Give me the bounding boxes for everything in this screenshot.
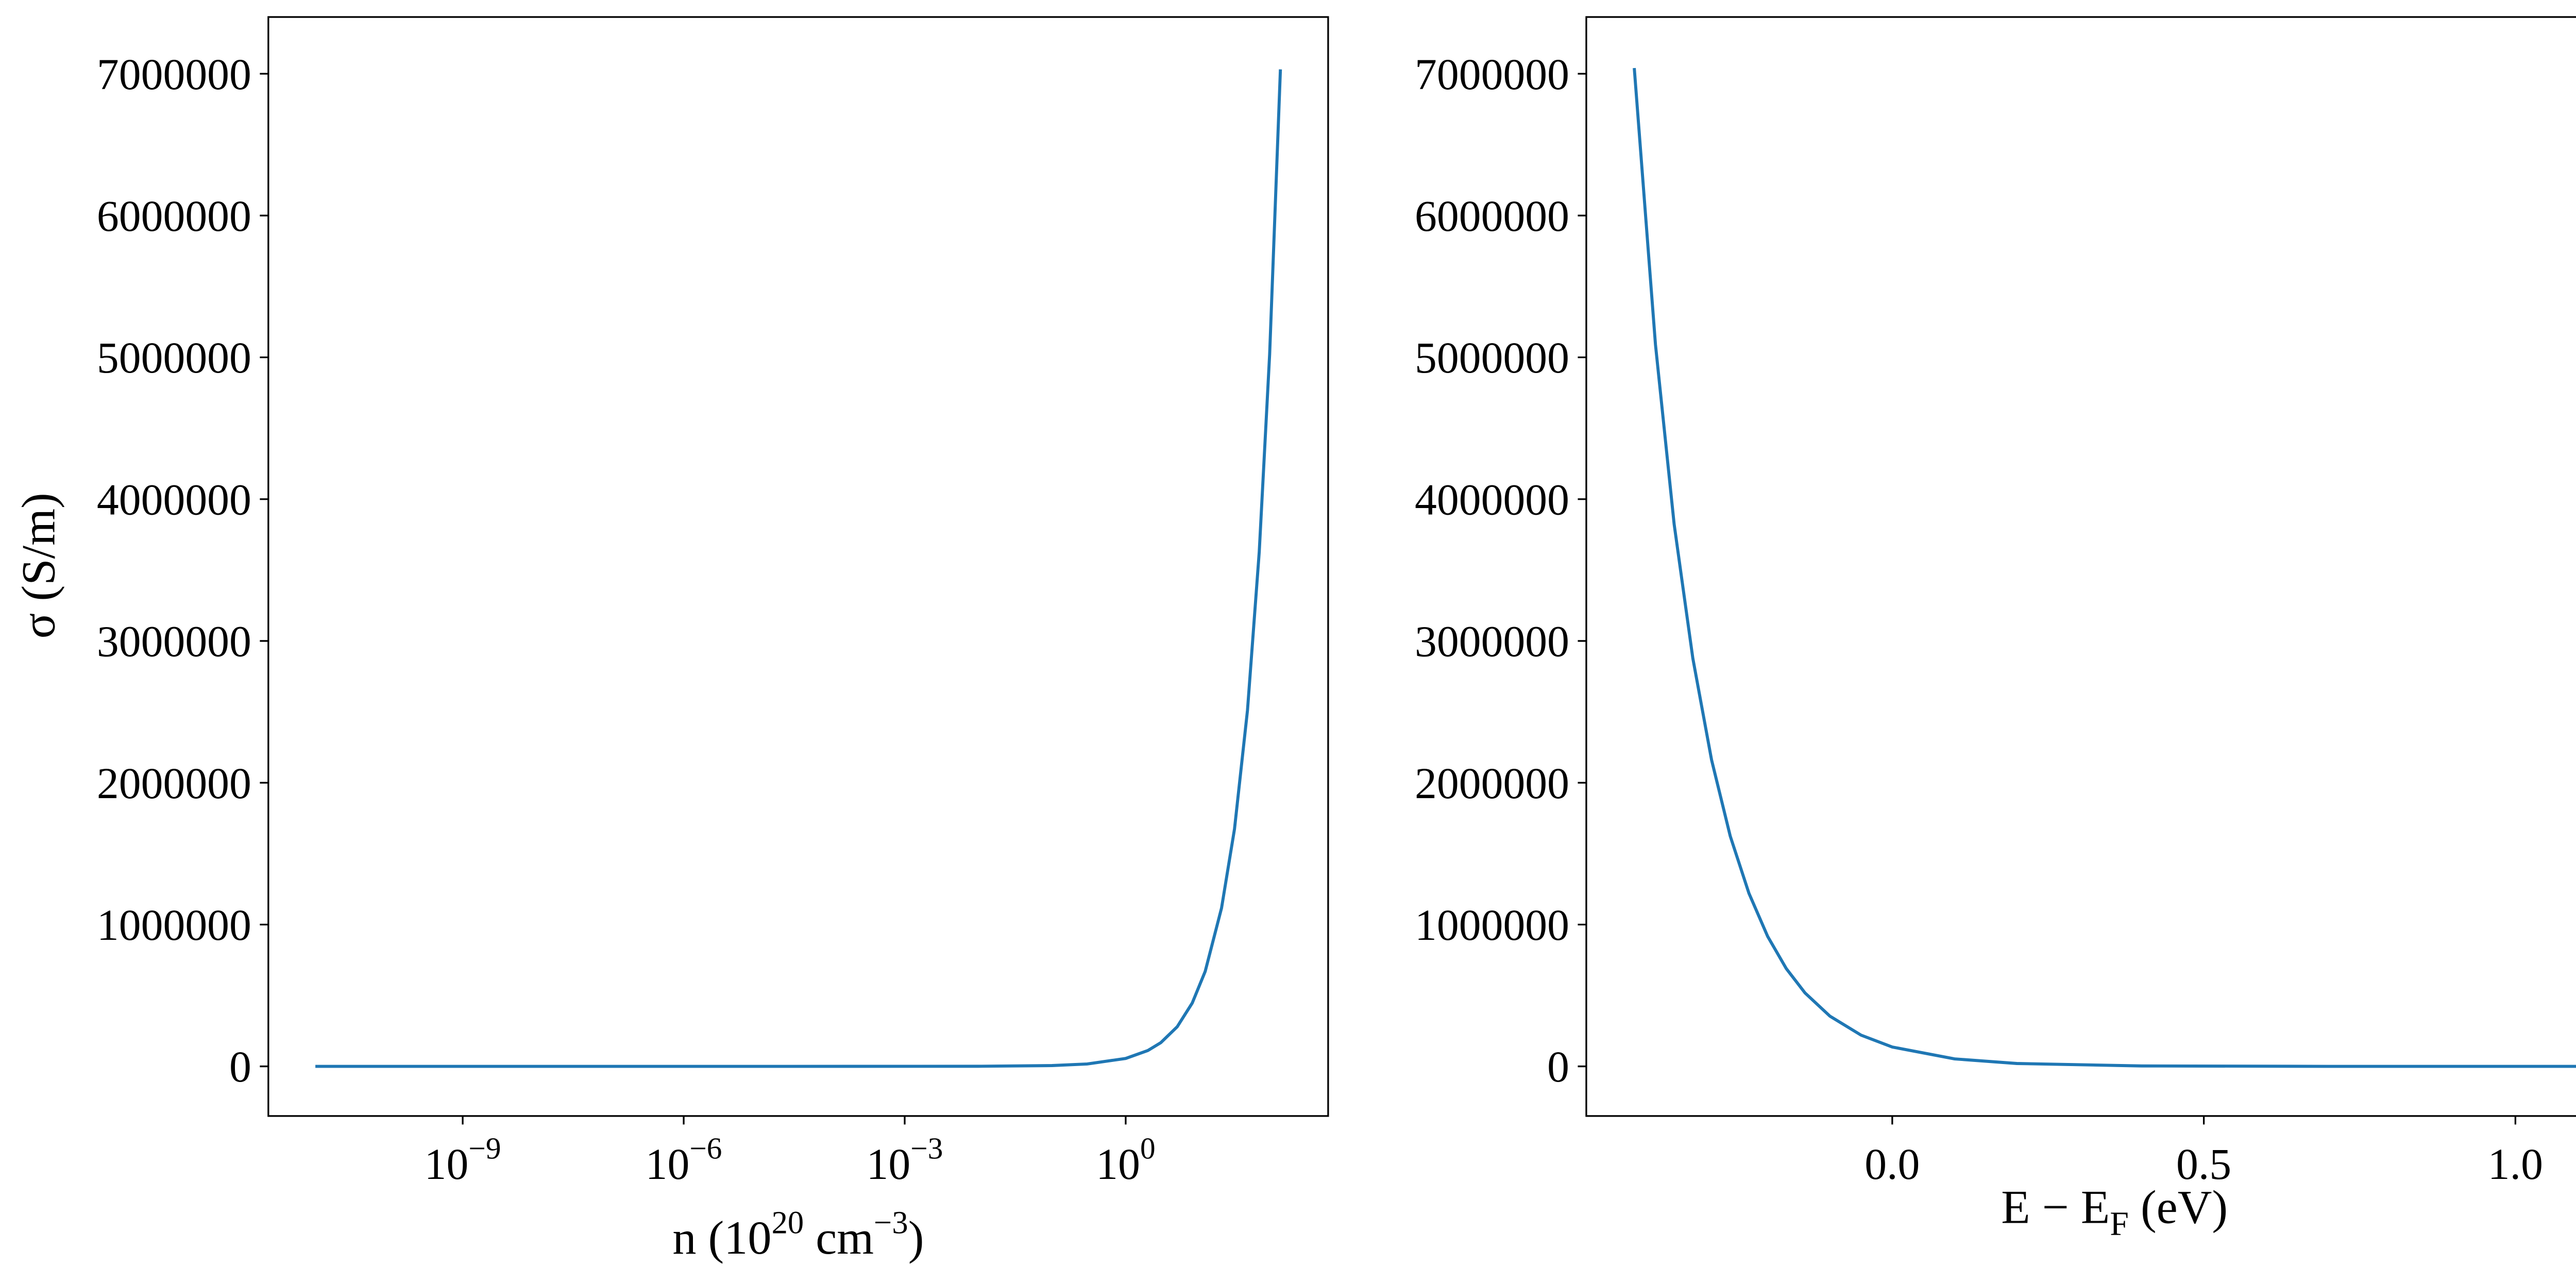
y-tick-label: 0	[229, 1042, 251, 1091]
x-axis-label: E − EF (eV)	[2001, 1181, 2228, 1243]
y-tick-label: 7000000	[1415, 50, 1569, 99]
y-tick-label: 2000000	[97, 759, 251, 808]
x-tick-label: 0.0	[1865, 1140, 1920, 1189]
x-tick-label: 10−6	[646, 1131, 722, 1189]
x-tick-label: 10−3	[867, 1131, 943, 1189]
tick-label-part: −6	[689, 1131, 722, 1165]
plot-frame	[267, 16, 1329, 1117]
y-tick-label: 7000000	[97, 50, 251, 99]
y-tick-label: 0	[1547, 1042, 1569, 1091]
tick-label-part: −9	[468, 1131, 501, 1165]
x-tick-label: 10−9	[425, 1131, 501, 1189]
y-tick-label: 1000000	[97, 901, 251, 950]
y-tick-label: 5000000	[97, 333, 251, 382]
plot-frame	[1585, 16, 2576, 1117]
data-line	[315, 69, 1282, 1068]
x-tick-label: 0.5	[2176, 1140, 2231, 1189]
data-line	[1633, 67, 2576, 1068]
tick-label-part: 10	[867, 1140, 911, 1189]
label-part: )	[908, 1211, 924, 1264]
label-part: (eV)	[2129, 1181, 2228, 1234]
y-tick-label: 1000000	[1415, 901, 1569, 950]
y-axis-label: σ (S/m)	[12, 493, 64, 638]
y-tick-label: 4000000	[97, 475, 251, 524]
y-tick-label: 4000000	[1415, 475, 1569, 524]
label-part: cm	[804, 1211, 874, 1264]
y-tick-label: 3000000	[97, 617, 251, 666]
tick-label-part: −3	[910, 1131, 943, 1165]
x-tick-label: 100	[1096, 1131, 1155, 1189]
y-tick-label: 6000000	[97, 192, 251, 241]
tick-label-part: 0	[1140, 1131, 1156, 1165]
label-part: E − E	[2001, 1181, 2110, 1234]
label-sub: F	[2110, 1205, 2129, 1243]
tick-label-part: 10	[1096, 1140, 1140, 1189]
tick-label-part: 10	[646, 1140, 690, 1189]
label-sup: 20	[772, 1204, 804, 1240]
y-tick-label: 2000000	[1415, 759, 1569, 808]
tick-label-part: 10	[425, 1140, 469, 1189]
label-sup: −3	[874, 1204, 908, 1240]
label-part: n (10	[672, 1211, 771, 1264]
y-tick-label: 6000000	[1415, 192, 1569, 241]
x-tick-label: 1.0	[2488, 1140, 2543, 1189]
x-axis-label: n (1020 cm−3)	[672, 1204, 924, 1264]
y-tick-label: 3000000	[1415, 617, 1569, 666]
y-tick-label: 5000000	[1415, 333, 1569, 382]
